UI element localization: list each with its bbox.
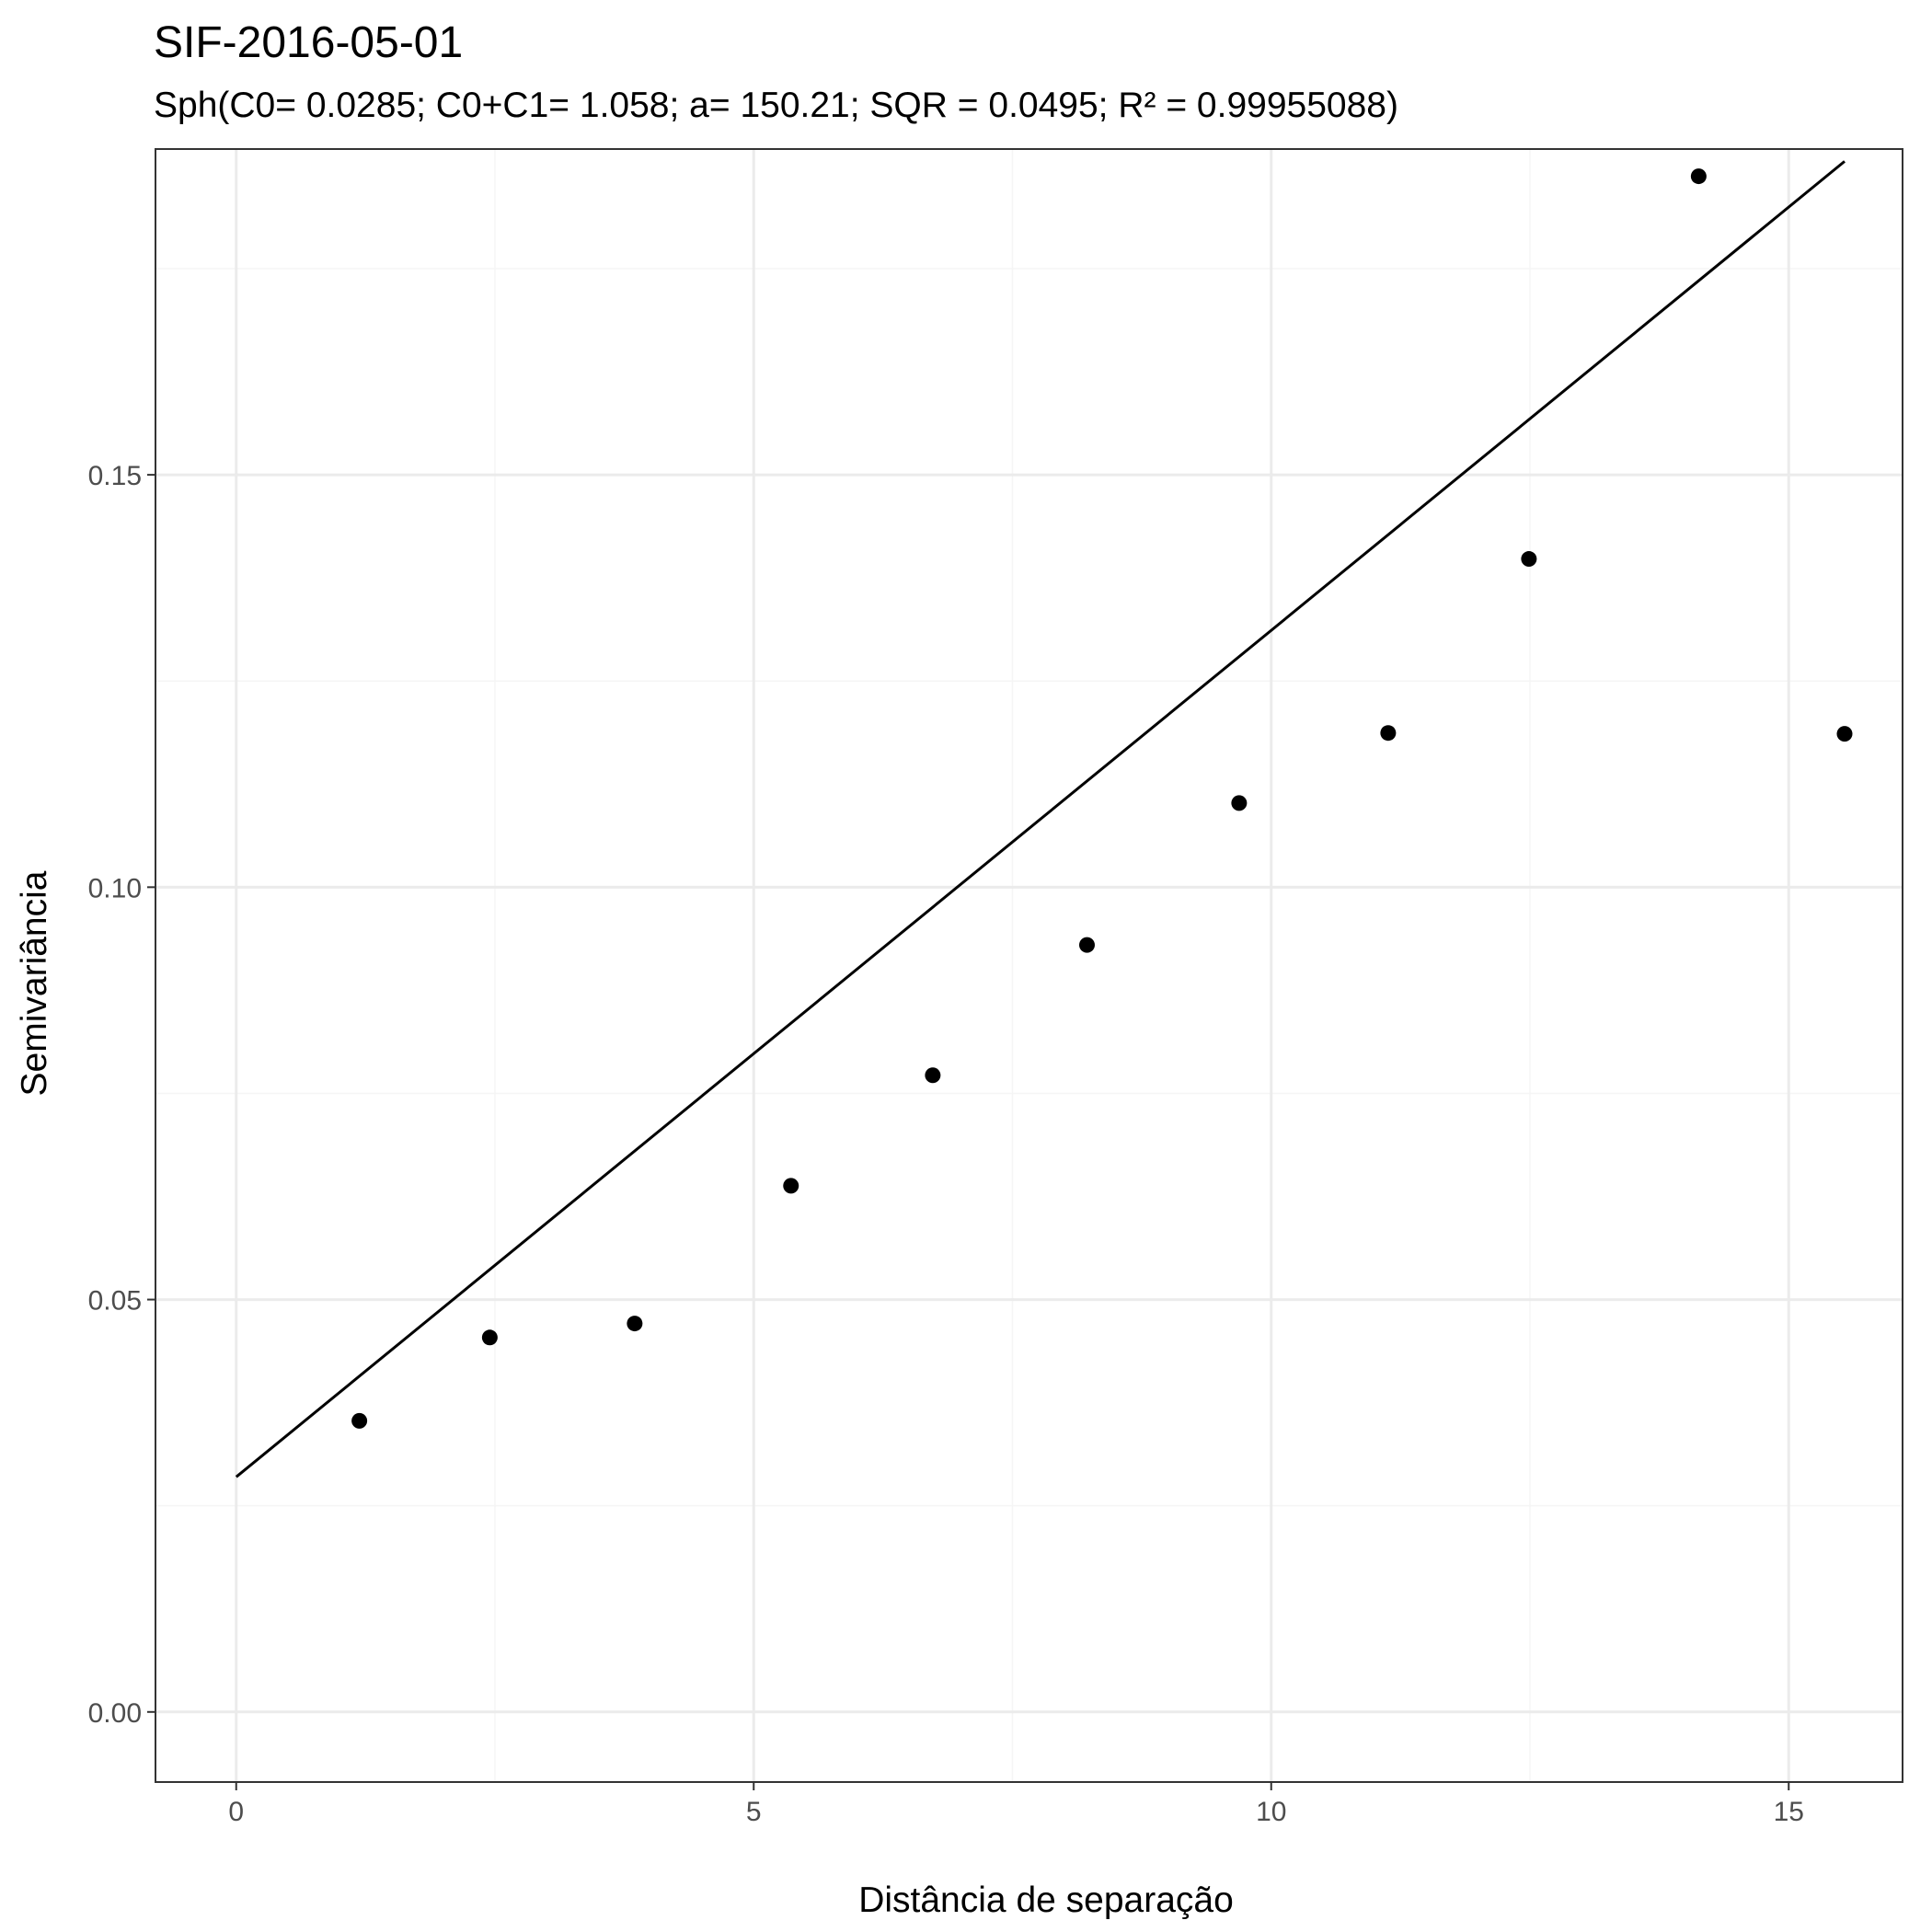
x-tick-label: 0 xyxy=(228,1797,244,1827)
fitted-model-line xyxy=(235,160,1846,1478)
data-point xyxy=(1079,937,1095,953)
data-point xyxy=(481,1329,498,1346)
data-point xyxy=(1690,168,1707,185)
y-axis-title: Semivariância xyxy=(15,870,54,1096)
plot-series xyxy=(235,160,1853,1478)
minor-gridlines xyxy=(155,149,1903,1782)
data-point xyxy=(783,1178,799,1194)
x-tick-label: 15 xyxy=(1774,1797,1804,1827)
x-axis-title: Distância de separação xyxy=(858,1880,1234,1920)
data-point xyxy=(1521,551,1537,568)
data-point xyxy=(1231,795,1248,811)
x-tick-label: 5 xyxy=(746,1797,762,1827)
data-point xyxy=(925,1067,941,1084)
data-point xyxy=(1380,725,1397,742)
major-gridlines xyxy=(155,149,1903,1782)
data-point xyxy=(1836,726,1853,742)
y-tick-label: 0.05 xyxy=(88,1286,142,1317)
y-tick-label: 0.00 xyxy=(88,1698,142,1729)
chart-subtitle: Sph(C0= 0.0285; C0+C1= 1.058; a= 150.21;… xyxy=(154,86,1398,125)
y-axis: 0.00 0.05 0.10 0.15 xyxy=(88,461,155,1729)
data-point xyxy=(627,1316,643,1332)
x-tick-label: 10 xyxy=(1256,1797,1286,1827)
x-axis: 0 5 10 15 xyxy=(228,1782,1804,1827)
y-tick-label: 0.10 xyxy=(88,873,142,903)
data-point xyxy=(351,1412,368,1429)
y-tick-label: 0.15 xyxy=(88,461,142,491)
plot-panel-border xyxy=(155,148,1903,1783)
chart-title: SIF-2016-05-01 xyxy=(154,18,463,67)
